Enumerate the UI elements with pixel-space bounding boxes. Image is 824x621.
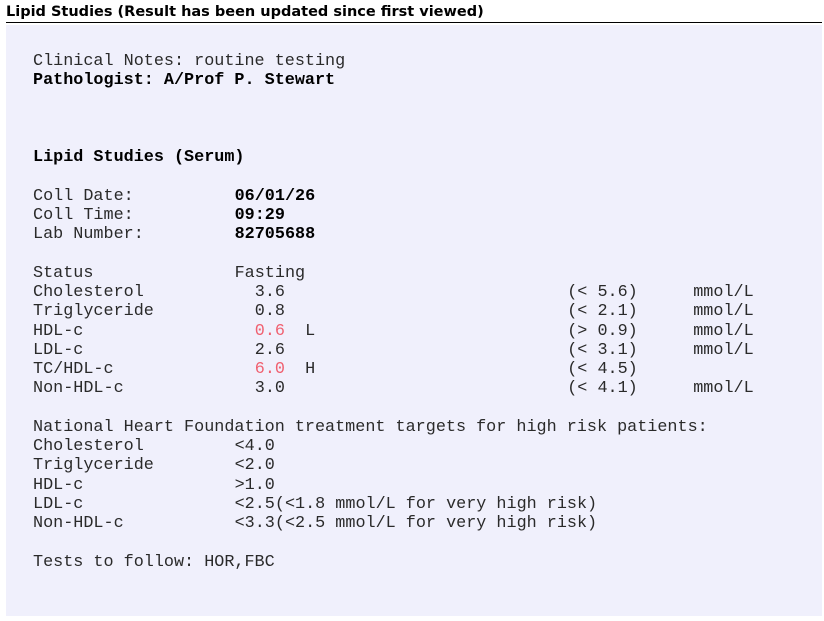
result-name: Non-HDL-c [33,379,124,399]
result-name: TC/HDL-c [33,360,114,379]
result-unit: mmol/L [693,340,754,360]
reference-range: (> 0.9) [567,321,638,341]
collection-label: Coll Time: [33,206,134,225]
result-flag: L [305,321,316,341]
reference-range: (< 3.1) [567,340,638,360]
result-value: 3.0 [254,379,285,399]
target-name: Triglyceride [33,456,154,476]
result-unit: mmol/L [693,379,754,399]
reference-range: (< 4.1) [567,379,638,399]
result-name: Triglyceride [33,302,154,322]
target-value: <4.0 [234,437,275,456]
target-value: >1.0 [234,475,275,495]
result-unit: mmol/L [693,302,754,322]
result-value: 2.6 [254,340,285,360]
target-name: HDL-c [33,475,84,495]
result-unit: mmol/L [693,321,754,341]
result-value: 0.8 [254,302,285,322]
collection-label: Coll Date: [33,186,134,206]
result-name: LDL-c [33,340,84,360]
target-value: <2.0 [234,456,275,476]
result-name: HDL-c [33,321,84,341]
result-value: 6.0 [254,360,285,379]
target-name: Cholesterol [33,437,144,456]
reference-range: (< 2.1) [567,302,638,322]
collection-value: 09:29 [234,206,285,225]
result-unit: mmol/L [693,283,754,302]
tests-to-follow-text: Tests to follow: HOR,FBC [33,552,275,572]
status-value: Fasting [234,263,306,283]
result-value: 0.6 [254,321,285,341]
result-flag: H [305,360,316,379]
target-value: <3.3(<2.5 mmol/L for very high risk) [234,514,598,533]
target-name: LDL-c [33,494,84,514]
reference-range: (< 4.5) [567,360,638,379]
collection-value: 06/01/26 [234,186,316,206]
result-value: 3.6 [254,283,285,302]
target-value: <2.5(<1.8 mmol/L for very high risk) [234,494,598,514]
clinical-notes-text: Clinical Notes: routine testing [33,52,346,71]
section-title: Lipid Studies (Serum) [33,148,245,168]
pathologist-text: Pathologist: A/Prof P. Stewart [33,71,336,91]
report-title: Lipid Studies (Result has been updated s… [6,2,822,23]
status-label: Status [33,263,94,283]
collection-value: 82705688 [234,225,316,245]
target-name: Non-HDL-c [33,514,124,533]
reference-range: (< 5.6) [567,283,638,302]
targets-heading-text: National Heart Foundation treatment targ… [33,417,708,437]
result-name: Cholesterol [33,283,144,302]
collection-label: Lab Number: [33,225,144,245]
report-panel: Clinical Notes: routine testing Pathologi… [6,25,822,616]
